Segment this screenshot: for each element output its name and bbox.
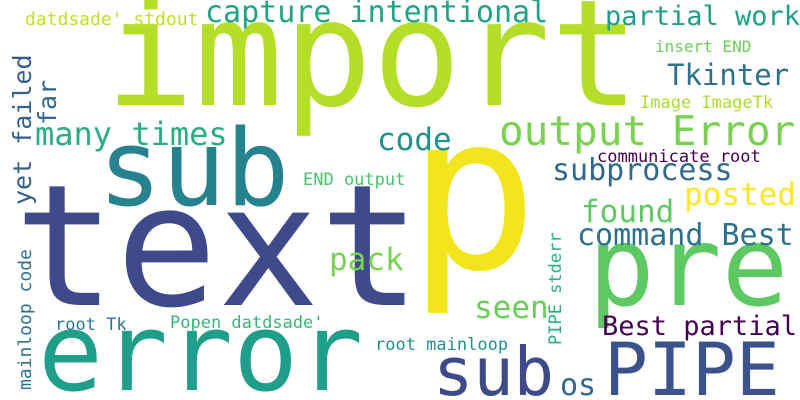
word: communicate root [597,147,761,167]
word: os [560,368,596,400]
word: Popen datdsade' [170,313,324,333]
word: subprocess [552,153,733,188]
word: command Best [577,218,794,253]
word: far [33,80,62,125]
word: found [581,194,674,230]
word: root mainloop [375,335,508,355]
word: error [38,291,363,400]
word: yet failed [8,54,37,205]
word: code [377,122,452,158]
word: many times [35,115,228,153]
word: PIPE [604,328,780,400]
word: seen [474,290,549,326]
word: text [14,148,421,345]
word: PIPE stderr [546,232,566,345]
word: partial work [605,1,800,32]
word: import [105,0,640,140]
word: capture intentional [205,0,548,30]
word: pack [329,242,404,278]
word: mainloop code [15,249,36,390]
word: END output [303,170,405,190]
word: sub [433,333,554,400]
word: Image ImageTk [640,93,773,113]
word: pre [588,203,788,332]
word: datdsade' stdout [25,9,198,30]
word: root Tk [55,315,127,335]
word: sub [98,107,289,230]
word: insert END [655,37,751,56]
word: output Error [499,107,795,155]
word: Tkinter [667,58,789,92]
word: p [408,68,538,319]
word: posted [684,177,796,213]
word: Best partial [602,311,797,342]
